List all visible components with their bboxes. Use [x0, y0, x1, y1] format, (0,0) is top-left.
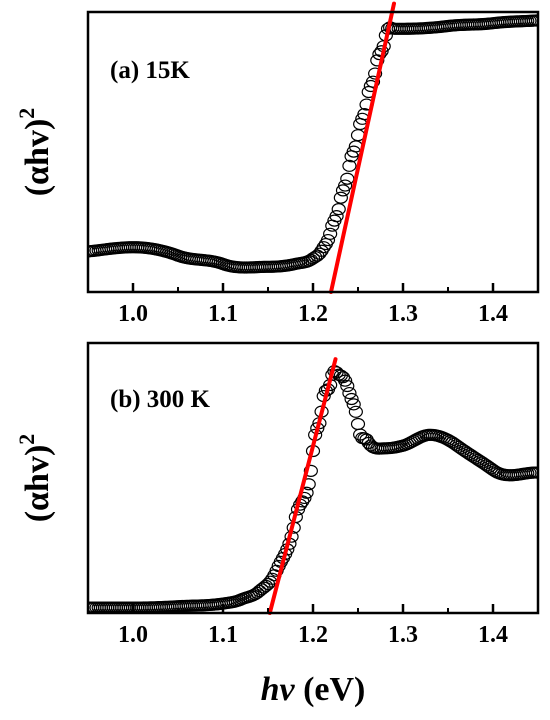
- data-point: [368, 67, 383, 80]
- y-axis-label: (αhv)2: [14, 108, 56, 197]
- y-axis-label: (αhv)2: [14, 434, 56, 523]
- x-axis-label-unit: (eV): [303, 671, 365, 708]
- data-point: [340, 379, 355, 393]
- data-point: [323, 227, 338, 240]
- linear-fit-line: [267, 357, 338, 615]
- y-axis-label-main: (αhv): [19, 119, 56, 197]
- data-point: [333, 191, 348, 204]
- data-point: [329, 210, 344, 223]
- x-tick-label: 1.4: [478, 622, 508, 648]
- plot-frame: [86, 10, 540, 294]
- data-point: [346, 398, 361, 411]
- linear-fit-line: [329, 1, 396, 294]
- series-markers: [88, 14, 538, 274]
- x-tick-label: 1.3: [388, 622, 418, 648]
- data-point: [365, 75, 381, 88]
- panel-label: (a) 15K: [110, 57, 190, 84]
- x-axis-label: hv (eV): [261, 671, 366, 708]
- x-tick-label: 1.2: [298, 622, 328, 648]
- x-axis-label-symbol: hv: [261, 671, 304, 708]
- series-markers: [88, 365, 538, 613]
- data-point: [340, 172, 355, 185]
- x-tick-label: 1.1: [208, 622, 238, 648]
- data-point: [342, 159, 357, 172]
- data-point: [372, 48, 387, 61]
- data-point: [530, 466, 538, 479]
- data-point: [350, 417, 366, 431]
- y-axis-label-superscript: 2: [14, 434, 39, 445]
- data-point: [342, 386, 357, 400]
- x-tick-label: 1.3: [388, 301, 418, 327]
- data-point: [338, 374, 353, 387]
- data-point: [303, 464, 318, 477]
- panel-b-300k: 1.0 1.1 1.2 1.3 1.4 (b) 300 K (αhv)2 hv (eV): [14, 341, 540, 708]
- data-point: [348, 405, 363, 418]
- x-tick-label: 1.2: [298, 301, 328, 327]
- y-axis-label-superscript: 2: [14, 108, 39, 119]
- data-point: [344, 392, 359, 406]
- y-axis-label-main: (αhv): [19, 445, 56, 523]
- panel-a-15k: 1.0 1.1 1.2 1.3 1.4 (a) 15K (αhv)2: [14, 1, 540, 327]
- data-point: [312, 247, 327, 260]
- x-tick-label: 1.1: [208, 301, 238, 327]
- x-tick-label: 1.4: [478, 301, 508, 327]
- data-point: [338, 179, 353, 192]
- data-point: [316, 241, 331, 254]
- x-tick-label: 1.0: [118, 301, 148, 327]
- data-point: [320, 233, 336, 247]
- plot-frame: [86, 341, 540, 615]
- data-point: [331, 203, 346, 216]
- panel-label: (b) 300 K: [110, 386, 211, 413]
- data-point: [530, 14, 538, 27]
- x-tick-label: 1.0: [118, 622, 148, 648]
